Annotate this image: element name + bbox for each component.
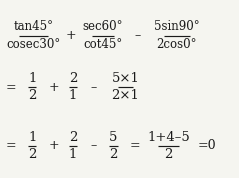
Text: 2: 2 — [28, 148, 37, 161]
Text: 1: 1 — [28, 72, 37, 85]
Text: 1: 1 — [69, 148, 77, 161]
Text: 2: 2 — [164, 148, 173, 161]
Text: =: = — [130, 139, 140, 153]
Text: 1+4–5: 1+4–5 — [147, 131, 190, 144]
Text: 2: 2 — [109, 148, 118, 161]
Text: sec60°: sec60° — [82, 20, 123, 33]
Text: =: = — [6, 81, 16, 94]
Text: tan45°: tan45° — [13, 20, 54, 33]
Text: cot45°: cot45° — [83, 38, 122, 51]
Text: =0: =0 — [197, 139, 216, 153]
Text: 5×1: 5×1 — [112, 72, 139, 85]
Text: cosec30°: cosec30° — [6, 38, 60, 51]
Text: 1: 1 — [28, 131, 37, 144]
Text: 2: 2 — [69, 131, 77, 144]
Text: –: – — [134, 29, 141, 42]
Text: 2×1: 2×1 — [112, 89, 139, 102]
Text: 2cos0°: 2cos0° — [157, 38, 197, 51]
Text: 1: 1 — [69, 89, 77, 102]
Text: =: = — [6, 139, 16, 153]
Text: +: + — [65, 29, 76, 42]
Text: –: – — [90, 81, 96, 94]
Text: +: + — [49, 81, 59, 94]
Text: –: – — [90, 139, 96, 153]
Text: +: + — [49, 139, 59, 153]
Text: 2: 2 — [69, 72, 77, 85]
Text: 5sin90°: 5sin90° — [154, 20, 200, 33]
Text: 5: 5 — [109, 131, 118, 144]
Text: 2: 2 — [28, 89, 37, 102]
